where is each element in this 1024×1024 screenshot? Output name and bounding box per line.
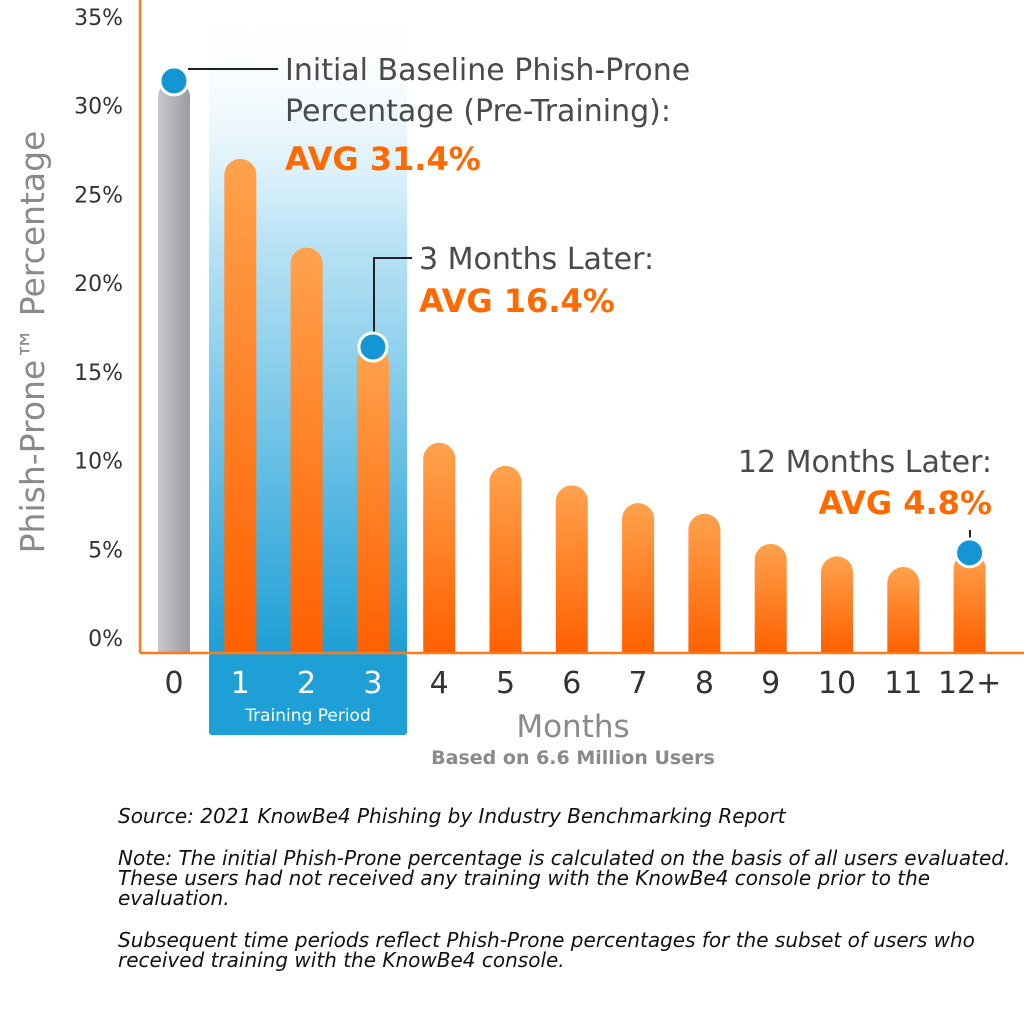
x-tick-label: 3 xyxy=(363,666,382,701)
subsequent-note: Subsequent time periods reflect Phish-Pr… xyxy=(118,928,975,972)
y-tick-label: 20% xyxy=(74,272,123,297)
bar-month-8 xyxy=(688,513,721,653)
annotation-3-months-value: AVG 16.4% xyxy=(419,282,615,320)
x-tick-label: 12+ xyxy=(938,666,1001,701)
x-tick-label: 5 xyxy=(496,666,515,701)
annotation-markers xyxy=(158,65,986,569)
x-axis-label: Months xyxy=(516,709,629,745)
bar-month-4 xyxy=(423,442,456,653)
annotation-baseline-line2: Percentage (Pre-Training): xyxy=(285,94,671,129)
training-period-label: Training Period xyxy=(244,706,371,726)
y-tick-label: 30% xyxy=(74,95,123,120)
marker-month-12plus xyxy=(954,537,986,569)
x-tick-label: 10 xyxy=(818,666,856,701)
bar-month-9 xyxy=(754,543,787,653)
methodology-note: Note: The initial Phish-Prone percentage… xyxy=(118,846,1011,910)
phish-prone-chart: Training Period 0% 5% 10% 15% 20% 25% 30% 35% 0… xyxy=(13,0,1024,769)
bar-month-7 xyxy=(622,503,655,653)
x-tick-label: 8 xyxy=(695,666,714,701)
training-period-label-box xyxy=(209,653,407,735)
marker-month-3 xyxy=(357,331,389,363)
bar-month-1 xyxy=(224,158,257,653)
bar-month-12plus xyxy=(953,552,986,653)
x-tick-label: 6 xyxy=(562,666,581,701)
x-tick-label: 2 xyxy=(297,666,316,701)
bar-month-6 xyxy=(555,485,588,653)
chart-subtitle: Based on 6.6 Million Users xyxy=(431,747,715,769)
annotation-leader-3-months xyxy=(373,257,412,340)
y-tick-label: 10% xyxy=(74,450,123,475)
y-tick-label: 5% xyxy=(88,538,123,563)
annotation-12-months-value: AVG 4.8% xyxy=(818,484,992,522)
x-tick-label: 7 xyxy=(629,666,648,701)
bars xyxy=(158,80,986,654)
bar-month-3 xyxy=(356,347,389,653)
annotation-baseline-line1: Initial Baseline Phish-Prone xyxy=(285,53,690,88)
y-tick-label: 25% xyxy=(74,183,123,208)
bar-month-5 xyxy=(489,465,522,653)
bar-month-0 xyxy=(158,80,190,654)
marker-month-0 xyxy=(158,65,190,97)
y-tick-label: 15% xyxy=(74,361,123,386)
y-tick-labels: 0% 5% 10% 15% 20% 25% 30% 35% xyxy=(74,6,123,652)
bar-month-2 xyxy=(290,247,323,653)
source-note: Source: 2021 KnowBe4 Phishing by Industr… xyxy=(118,804,786,828)
x-tick-label: 11 xyxy=(884,666,922,701)
x-tick-label: 1 xyxy=(231,666,250,701)
x-tick-labels: 0 1 2 3 4 5 6 7 8 9 10 11 12+ xyxy=(164,666,1001,701)
y-axis-label: Phish-Prone™ Percentage xyxy=(13,131,52,554)
y-tick-label: 35% xyxy=(74,6,123,31)
y-tick-label: 0% xyxy=(88,627,123,652)
annotation-3-months-line1: 3 Months Later: xyxy=(419,242,654,277)
bar-month-10 xyxy=(821,556,853,653)
annotation-12-months-line1: 12 Months Later: xyxy=(738,445,992,480)
annotation-baseline-value: AVG 31.4% xyxy=(285,140,481,178)
x-tick-label: 4 xyxy=(430,666,449,701)
bar-month-11 xyxy=(887,567,920,653)
footnotes: Source: 2021 KnowBe4 Phishing by Industr… xyxy=(118,806,1018,992)
x-tick-label: 9 xyxy=(761,666,780,701)
x-tick-label: 0 xyxy=(164,666,183,701)
